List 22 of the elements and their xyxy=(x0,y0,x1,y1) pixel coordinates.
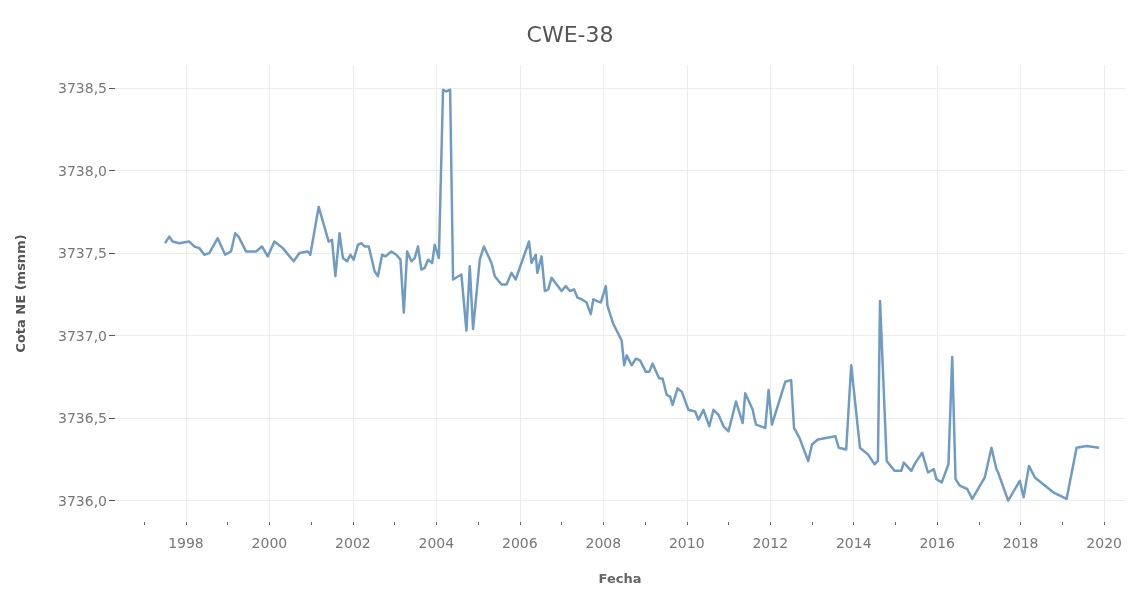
x-tick-label: 2006 xyxy=(502,535,538,551)
x-tick-label: 2010 xyxy=(668,535,705,551)
line-series xyxy=(163,88,1101,502)
y-tick-label: 3736,0 xyxy=(58,492,107,509)
x-tick-label: 2020 xyxy=(1086,535,1122,551)
chart-title: CWE-38 xyxy=(526,21,614,47)
y-tick-label: 3738,5 xyxy=(58,80,107,97)
x-tick-label: 2000 xyxy=(251,535,288,551)
y-tick-label: 3736,5 xyxy=(58,410,107,427)
y-tick-label: 3737,0 xyxy=(58,327,107,344)
x-tick-label: 1998 xyxy=(168,535,204,551)
x-axis-title: Fecha xyxy=(598,571,642,586)
x-tick-label: 2014 xyxy=(835,535,872,551)
x-tick-label: 2018 xyxy=(1002,535,1039,551)
y-tick-label: 3737,5 xyxy=(58,245,107,262)
x-tick-label: 2004 xyxy=(418,535,455,551)
x-tick-label: 2012 xyxy=(752,535,789,551)
y-tick-label: 3738,0 xyxy=(58,162,107,179)
x-tick-label: 2002 xyxy=(335,535,371,551)
y-axis-title: Cota NE (msnm) xyxy=(13,234,28,353)
x-tick-label: 2008 xyxy=(585,535,622,551)
x-tick-label: 2016 xyxy=(919,535,956,551)
